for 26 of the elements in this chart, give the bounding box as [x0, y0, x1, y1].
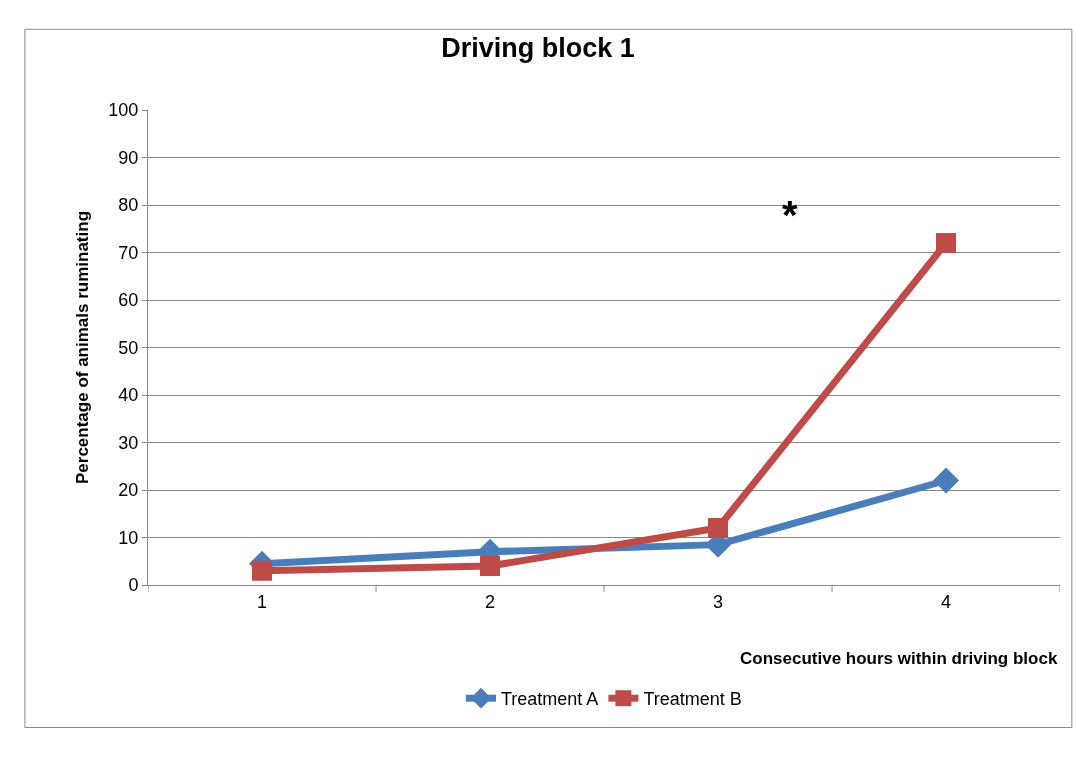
chart-title: Driving block 1	[441, 32, 635, 63]
legend-label: Treatment B	[643, 689, 742, 710]
point	[252, 560, 272, 581]
x-tick-label: 3	[712, 591, 724, 612]
point	[480, 556, 500, 576]
y-axis-title: Percentage of animals ruminating	[72, 210, 92, 485]
y-tick-label: 20	[118, 480, 139, 501]
annotation: *	[782, 193, 798, 237]
point	[933, 467, 959, 494]
point	[936, 233, 956, 253]
y-tick-label: 0	[128, 575, 139, 596]
point	[708, 518, 728, 538]
x-tick-label: 1	[256, 591, 268, 612]
y-tick-label: 30	[118, 432, 139, 453]
y-tick-label: 80	[118, 195, 139, 216]
y-tick-label: 70	[118, 242, 139, 263]
y-tick-label: 60	[118, 290, 139, 311]
y-tick-label: 100	[108, 100, 139, 121]
y-tick-label: 40	[118, 385, 139, 406]
y-tick-label: 50	[118, 337, 139, 358]
y-tick-label: 90	[118, 147, 139, 168]
x-tick-label: 2	[484, 591, 496, 612]
x-tick-label: 4	[940, 591, 952, 612]
y-tick-label: 10	[118, 527, 139, 548]
legend-label: Treatment A	[501, 689, 599, 710]
x-axis-title: Consecutive hours within driving block	[740, 649, 1058, 668]
